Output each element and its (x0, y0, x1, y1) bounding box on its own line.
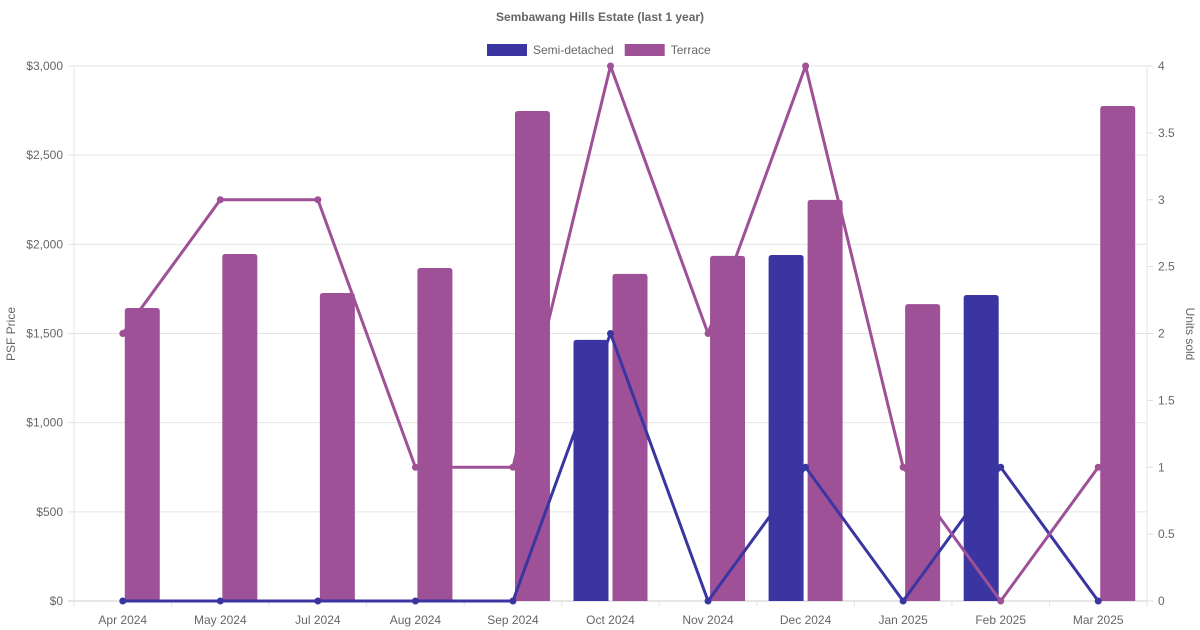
y2-tick-label: 2.5 (1158, 260, 1175, 274)
y-tick-label: $2,500 (26, 148, 63, 162)
y-tick-label: $0 (50, 594, 64, 608)
bar-terrace (710, 255, 746, 602)
x-tick-label: Jul 2024 (295, 613, 341, 627)
point-semi-detached (411, 597, 419, 605)
point-terrace (119, 330, 127, 337)
point-terrace (411, 463, 419, 471)
axes: $0 $500 $1,000 $1,500 $2,000 $2,500 $3,000 0 0.5… (26, 59, 1175, 627)
y2-tick-label: 2 (1158, 327, 1165, 341)
y-tick-label: $1,500 (26, 327, 63, 341)
bar-semi-detached (573, 339, 609, 601)
y-tick-label: $3,000 (26, 59, 63, 73)
bar-terrace (612, 273, 648, 601)
chart-title: Sembawang Hills Estate (last 1 year) (496, 10, 704, 24)
lines (119, 62, 1102, 605)
legend-label: Terrace (671, 43, 711, 57)
legend: Semi-detached Terrace (487, 43, 711, 57)
legend-swatch (624, 44, 665, 56)
point-terrace (899, 463, 907, 471)
x-tick-label: Dec 2024 (780, 613, 832, 627)
bar-terrace (417, 268, 453, 601)
bar-terrace (222, 253, 258, 602)
y2-tick-label: 1 (1158, 460, 1165, 474)
bar-semi-detached (768, 255, 804, 602)
y2-tick-label: 0 (1158, 594, 1165, 608)
point-terrace (1094, 463, 1102, 471)
point-terrace (607, 62, 614, 70)
point-terrace (704, 330, 712, 337)
point-terrace (216, 196, 224, 204)
point-terrace (802, 62, 810, 70)
y2-tick-label: 4 (1158, 59, 1165, 73)
point-semi-detached (509, 597, 517, 605)
x-tick-label: Jan 2025 (878, 613, 928, 627)
point-semi-detached (802, 463, 810, 471)
bar-terrace (124, 307, 160, 601)
y2-axis-label: Units sold (1183, 308, 1197, 361)
bar-terrace (905, 304, 941, 601)
bars (124, 105, 1136, 602)
point-semi-detached (899, 597, 907, 605)
point-semi-detached (607, 330, 614, 337)
y2-tick-label: 0.5 (1158, 527, 1175, 541)
bar-semi-detached (963, 294, 999, 601)
x-tick-label: Oct 2024 (586, 613, 635, 627)
point-semi-detached (997, 463, 1005, 471)
y-axis-label: PSF Price (4, 307, 18, 361)
bar-terrace (807, 199, 843, 601)
point-semi-detached (314, 597, 322, 605)
point-terrace (997, 597, 1005, 605)
point-semi-detached (216, 597, 224, 605)
legend-swatch (487, 44, 527, 56)
x-tick-label: May 2024 (194, 613, 247, 627)
y2-tick-label: 3 (1158, 193, 1165, 207)
bar-terrace (1100, 105, 1136, 602)
x-tick-label: Nov 2024 (682, 613, 734, 627)
point-semi-detached (704, 597, 712, 605)
x-tick-label: Feb 2025 (975, 613, 1026, 627)
point-terrace (314, 196, 322, 204)
bar-terrace (514, 110, 550, 601)
x-tick-label: Sep 2024 (487, 613, 539, 627)
x-tick-label: Aug 2024 (390, 613, 442, 627)
point-terrace (509, 463, 517, 471)
y-tick-label: $1,000 (26, 416, 63, 430)
y-tick-label: $2,000 (26, 237, 63, 251)
line-semi-detached (122, 332, 1100, 603)
y-tick-label: $500 (36, 505, 63, 519)
legend-label: Semi-detached (533, 43, 614, 57)
bar-terrace (319, 293, 355, 601)
point-semi-detached (1094, 597, 1102, 605)
point-semi-detached (119, 597, 127, 605)
y2-tick-label: 3.5 (1158, 126, 1175, 140)
x-tick-label: Apr 2024 (98, 613, 147, 627)
y2-tick-label: 1.5 (1158, 393, 1175, 407)
x-tick-label: Mar 2025 (1073, 613, 1124, 627)
